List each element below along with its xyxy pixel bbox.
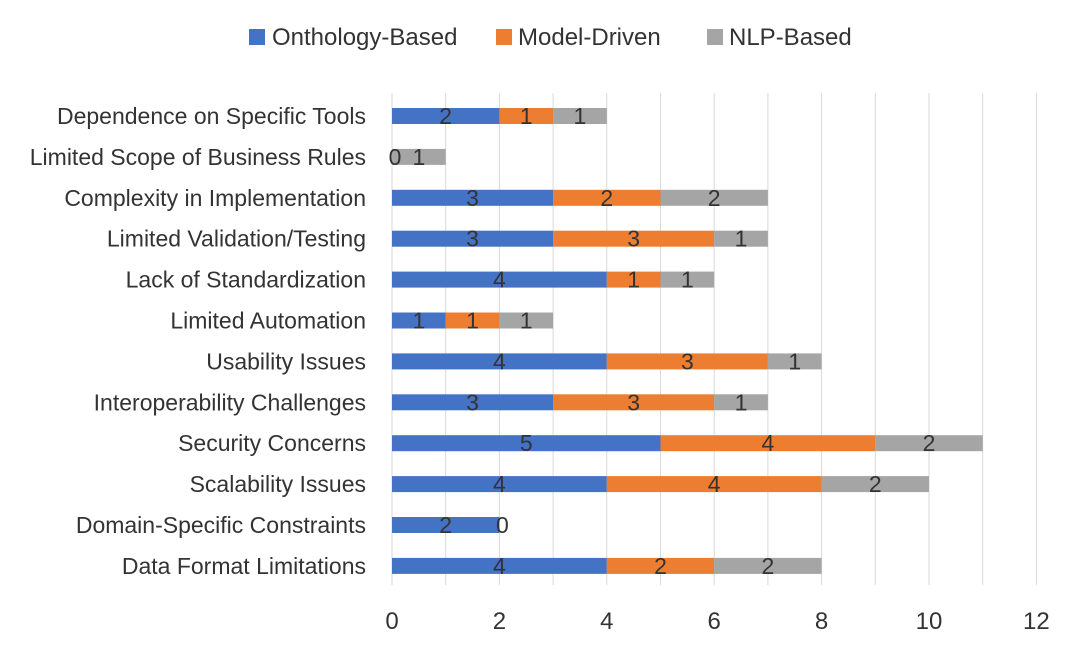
data-label: 2 — [923, 430, 936, 456]
data-label: 3 — [627, 389, 640, 415]
category-label: Dependence on Specific Tools — [57, 103, 366, 129]
bar-segment — [392, 108, 500, 124]
bar-segment — [392, 312, 446, 329]
category-label: Domain-Specific Constraints — [76, 512, 366, 538]
x-tick-label: 6 — [708, 608, 721, 635]
category-label: Limited Validation/Testing — [107, 226, 366, 252]
bar-segment — [714, 557, 822, 574]
bar-segment — [499, 312, 554, 329]
legend-label: NLP-Based — [729, 24, 852, 51]
bar-segment — [553, 230, 715, 247]
data-label: 2 — [439, 103, 452, 129]
data-label: 1 — [681, 267, 694, 293]
bar-segment — [392, 476, 607, 493]
bar-segment — [553, 189, 661, 206]
x-tick-label: 10 — [916, 608, 943, 635]
bar-segment — [553, 108, 607, 124]
data-label: 3 — [627, 226, 640, 252]
data-label: 3 — [681, 348, 694, 374]
legend-swatch — [707, 29, 723, 45]
data-label: 2 — [869, 471, 882, 497]
bar-segment — [392, 189, 554, 206]
data-label: 2 — [654, 553, 667, 579]
x-tick-label: 2 — [493, 608, 506, 635]
bar-segment — [821, 476, 929, 493]
data-label: 4 — [493, 471, 506, 497]
value-axis: 0 2 4 6 8 10 12 — [385, 608, 1049, 635]
bar-segment — [767, 353, 822, 370]
bar-segment — [875, 435, 983, 452]
bar-segment — [392, 435, 661, 452]
category-label: Scalability Issues — [190, 471, 366, 497]
legend-swatch — [249, 29, 265, 45]
legend-swatch — [496, 29, 512, 45]
bar-segment — [392, 394, 554, 411]
category-label: Complexity in Implementation — [64, 185, 366, 211]
bar-segment — [392, 148, 446, 165]
data-label: 1 — [412, 308, 425, 334]
legend-label: Model-Driven — [518, 24, 661, 51]
bar-segment — [499, 108, 554, 124]
x-tick-label: 4 — [600, 608, 613, 635]
data-label: 4 — [493, 348, 506, 374]
bar-segment — [714, 394, 768, 411]
data-label: 2 — [600, 185, 613, 211]
data-label: 1 — [412, 144, 425, 170]
data-label: 5 — [520, 430, 533, 456]
bar-segment — [660, 189, 768, 206]
data-label: 2 — [708, 185, 721, 211]
category-label: Limited Automation — [170, 308, 366, 334]
x-tick-label: 12 — [1023, 608, 1050, 635]
data-label: 1 — [788, 348, 801, 374]
data-label: 1 — [520, 103, 533, 129]
bar-segment — [660, 271, 715, 288]
data-label: 3 — [466, 185, 479, 211]
bar-segment — [392, 353, 607, 370]
data-label: 3 — [466, 389, 479, 415]
data-labels: 2 1 10 13 2 23 3 14 1 11 1 14 3 13 3 15 4 24 4 22 04 2 2 — [389, 103, 936, 579]
data-label: 1 — [574, 103, 587, 129]
category-axis: Dependence on Specific Tools Limited Scop… — [30, 103, 366, 579]
bar-segment — [392, 517, 500, 533]
bar-segment — [660, 435, 876, 452]
bar-segment — [392, 271, 607, 288]
bar-segment — [445, 312, 500, 329]
data-label: 4 — [493, 267, 506, 293]
data-label: 2 — [439, 512, 452, 538]
x-tick-label: 8 — [815, 608, 828, 635]
data-label: 4 — [493, 553, 506, 579]
category-label: Data Format Limitations — [122, 553, 366, 579]
bar-segment — [606, 271, 661, 288]
bars — [392, 108, 983, 574]
data-label: 1 — [520, 308, 533, 334]
data-label: 0 — [496, 512, 509, 538]
bar-segment — [606, 557, 715, 574]
x-tick-label: 0 — [385, 608, 398, 635]
bar-segment — [714, 230, 768, 247]
gridlines — [391, 93, 1037, 585]
bar-segment — [553, 394, 715, 411]
data-label: 1 — [627, 267, 640, 293]
data-label: 1 — [735, 389, 748, 415]
bar-segment — [392, 230, 554, 247]
data-label: 1 — [466, 308, 479, 334]
category-label: Security Concerns — [178, 430, 366, 456]
category-label: Lack of Standardization — [126, 267, 366, 293]
bar-segment — [606, 353, 768, 370]
data-label: 4 — [762, 430, 775, 456]
data-label: 3 — [466, 226, 479, 252]
data-label: 2 — [762, 553, 775, 579]
data-label: 1 — [735, 226, 748, 252]
data-label: 0 — [389, 144, 402, 170]
category-label: Limited Scope of Business Rules — [30, 144, 366, 170]
legend: Onthology-Based Model-Driven NLP-Based — [249, 24, 852, 51]
bar-segment — [392, 557, 607, 574]
category-label: Interoperability Challenges — [94, 389, 366, 415]
bar-segment — [606, 476, 822, 493]
category-label: Usability Issues — [206, 348, 366, 374]
data-label: 4 — [708, 471, 721, 497]
legend-label: Onthology-Based — [272, 24, 457, 51]
